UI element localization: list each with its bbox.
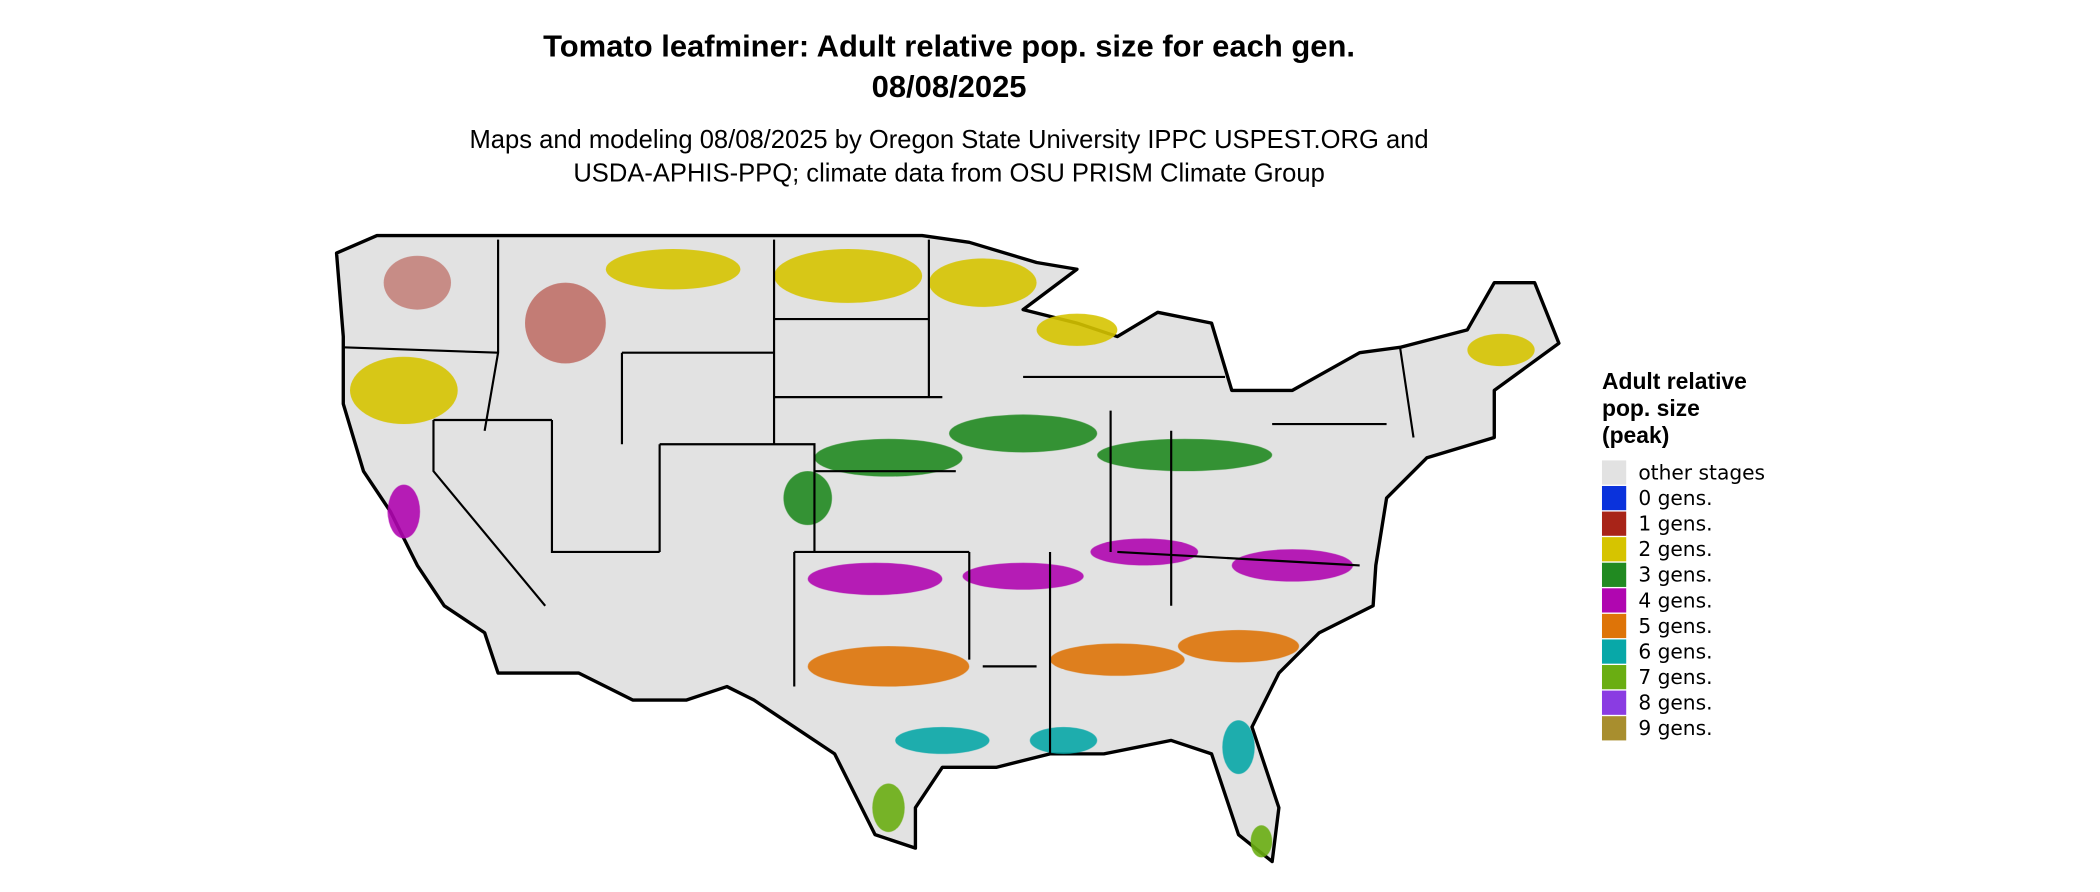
legend-swatch [1601, 665, 1627, 690]
legend-label: 8 gens. [1638, 691, 1712, 715]
legend-swatch [1601, 460, 1627, 485]
legend-title: (peak) [1602, 422, 1669, 448]
legend-label: 1 gens. [1638, 512, 1712, 536]
legend-swatch [1601, 613, 1627, 639]
legend-label: other stages [1638, 460, 1765, 484]
title-line: Tomato leafminer: Adult relative pop. si… [543, 29, 1355, 64]
us-outline [334, 233, 1561, 864]
legend-swatch [1601, 485, 1627, 511]
legend-label: 3 gens. [1638, 563, 1712, 587]
legend-label: 0 gens. [1638, 486, 1712, 510]
legend-swatch [1601, 537, 1627, 562]
legend-swatch [1601, 716, 1627, 741]
subtitle-line: Maps and modeling 08/08/2025 by Oregon S… [470, 126, 1429, 154]
generation-zones [350, 249, 1535, 858]
legend-label: 2 gens. [1638, 537, 1712, 561]
us-map [334, 233, 1561, 864]
legend-title: Adult relative [1602, 368, 1747, 394]
legend-label: 7 gens. [1638, 665, 1712, 689]
legend-label: 5 gens. [1638, 614, 1712, 638]
legend-swatch [1601, 588, 1627, 613]
legend-label: 9 gens. [1638, 716, 1712, 740]
subtitle-line: USDA-APHIS-PPQ; climate data from OSU PR… [573, 160, 1324, 188]
legend-swatch [1601, 639, 1627, 664]
legend-swatch [1601, 690, 1627, 715]
legend-swatch [1601, 511, 1627, 536]
state-borders [343, 239, 1415, 754]
legend-title: pop. size [1602, 395, 1700, 421]
title-line: 08/08/2025 [872, 69, 1027, 104]
legend-swatch [1601, 562, 1627, 587]
legend-label: 4 gens. [1638, 588, 1712, 612]
legend: Adult relative pop. size (peak) other st… [1601, 368, 1765, 741]
map-figure: Tomato leafminer: Adult relative pop. si… [334, 29, 1765, 864]
legend-label: 6 gens. [1638, 639, 1712, 663]
